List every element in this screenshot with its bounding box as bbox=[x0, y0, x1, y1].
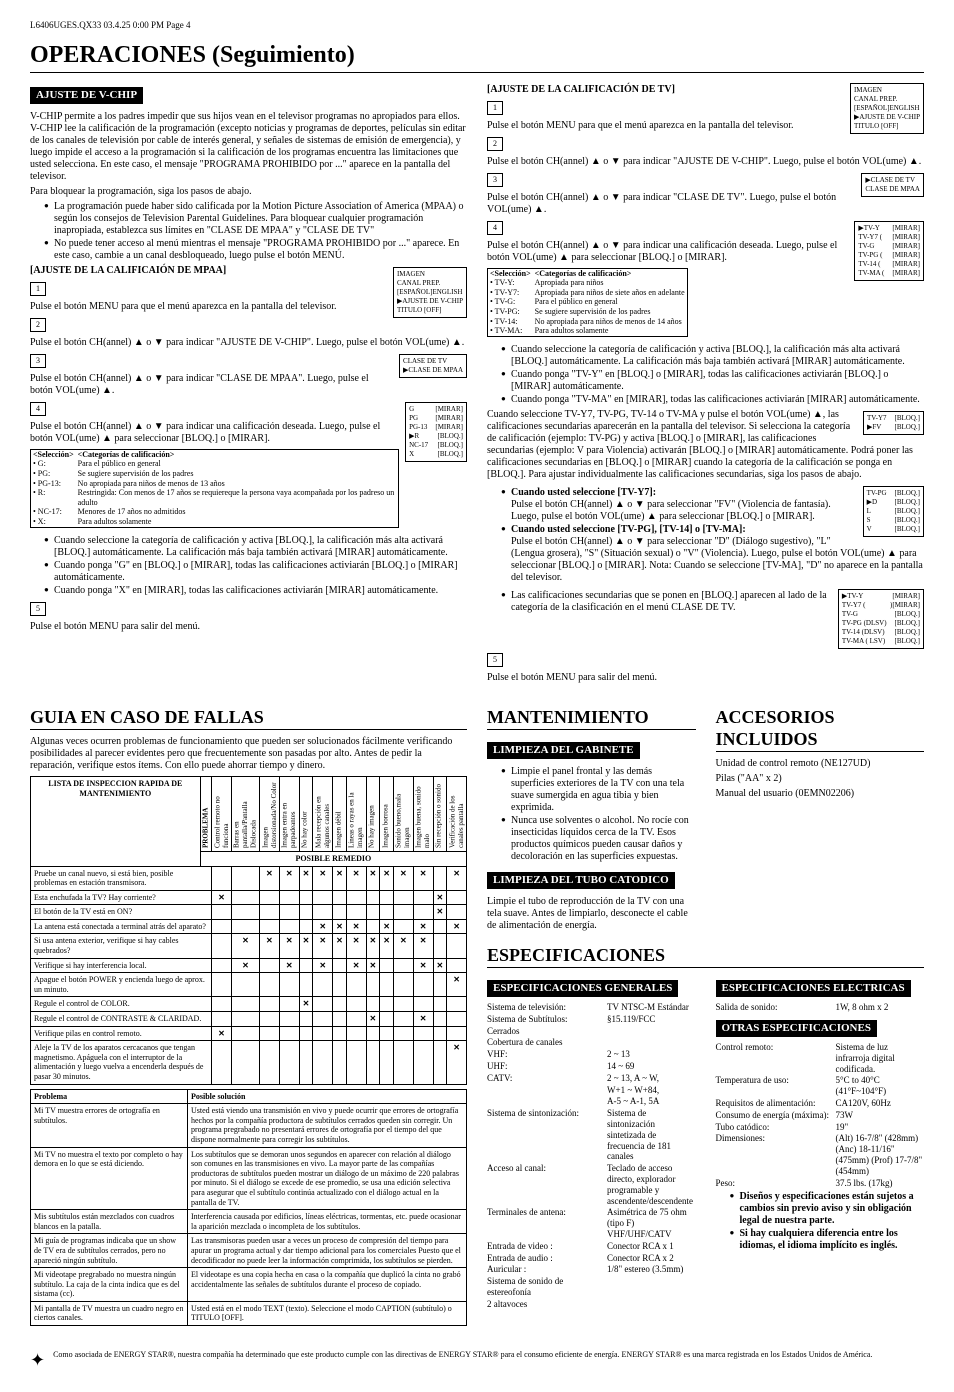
page-header: L6406UGES.QX33 03.4.25 0:00 PM Page 4 bbox=[30, 20, 924, 31]
tv-menu-box-3: ▶TV-Y[MIRAR]TV-Y7 ([MIRAR]TV-G[MIRAR]TV-… bbox=[854, 221, 924, 282]
tv-step-4: 4 bbox=[487, 221, 503, 235]
main-title: OPERACIONES (Seguimiento) bbox=[30, 41, 924, 73]
tv-step-5: 5 bbox=[487, 653, 503, 667]
tv-step3-text: Pulse el botón CH(annel) ▲ o ▼ para indi… bbox=[487, 192, 924, 216]
step-num-4: 4 bbox=[30, 402, 46, 416]
tv-step5-text: Pulse el botón MENU para salir del menú. bbox=[487, 672, 924, 684]
tv-heading: [AJUSTE DE LA CALIFICACIÓN DE TV] bbox=[487, 84, 675, 95]
spec-h2: ESPECIFICACIONES ELECTRICAS bbox=[716, 980, 911, 997]
acc-title: ACCESORIOS INCLUIDOS bbox=[716, 707, 925, 751]
step-num-5: 5 bbox=[30, 602, 46, 616]
guia-title: GUIA EN CASO DE FALLAS bbox=[30, 707, 467, 730]
energy-star-footer: ✦ Como asociada de ENERGY STAR®, nuestra… bbox=[30, 1350, 924, 1372]
tv-pg-item: Cuando usted seleccione [TV-PG], [TV-14]… bbox=[501, 524, 924, 584]
spec-h1: ESPECIFICACIONES GENERALES bbox=[487, 980, 678, 997]
step-num-3: 3 bbox=[30, 354, 46, 368]
vchip-intro: V-CHIP permite a los padres impedir que … bbox=[30, 111, 467, 183]
tv-step2-text: Pulse el botón CH(annel) ▲ o ▼ para indi… bbox=[487, 156, 924, 168]
tv-sel-hdr: <Selección> bbox=[490, 269, 531, 278]
tv-step-3: 3 bbox=[487, 173, 503, 187]
vchip-heading: AJUSTE DE V-CHIP bbox=[30, 87, 143, 104]
mpaa-heading: [AJUSTE DE LA CALIFICAIÓN DE MPAA] bbox=[30, 265, 226, 276]
step-num-1: 1 bbox=[30, 282, 46, 296]
tv-menu-box-4: TV-Y7[BLOQ.]▶FV[BLOQ.] bbox=[863, 411, 924, 435]
tv-final-note: Las calificaciones secundarias que se po… bbox=[501, 590, 924, 614]
diagnostic-table: LISTA DE INSPECCION RAPIDA DE MANTENIMIE… bbox=[30, 776, 467, 1085]
energy-star-icon: ✦ bbox=[30, 1350, 45, 1372]
vchip-block-intro: Para bloquear la programación, siga los … bbox=[30, 186, 467, 198]
mant-h2: LIMPIEZA DEL TUBO CATODICO bbox=[487, 872, 675, 889]
guia-intro: Algunas veces ocurren problemas de funci… bbox=[30, 736, 467, 772]
menu-box-3: G[MIRAR]PG[MIRAR]PG-13[MIRAR]▶R[BLOQ.]NC… bbox=[405, 402, 467, 463]
menu-box-2: CLASE DE TV▶CLASE DE MPAA bbox=[399, 354, 467, 378]
sel-hdr: <Selección> bbox=[33, 450, 74, 459]
mpaa-step4: Pulse el botón CH(annel) ▲ o ▼ para indi… bbox=[30, 421, 467, 445]
tv-step-2: 2 bbox=[487, 137, 503, 151]
tv-secondary-intro: Cuando seleccione TV-Y7, TV-PG, TV-14 o … bbox=[487, 409, 924, 481]
mpaa-step5: Pulse el botón MENU para salir del menú. bbox=[30, 621, 467, 633]
tv-menu-box-2: ▶CLASE DE TV CLASE DE MPAA bbox=[861, 173, 924, 197]
cat-hdr: <Categorías de calificación> bbox=[78, 450, 175, 459]
tv-step-1: 1 bbox=[487, 101, 503, 115]
problem-solution-table: ProblemaPosible solución Mi TV muestra e… bbox=[30, 1089, 467, 1326]
spec-h3: OTRAS ESPECIFICACIONES bbox=[716, 1020, 877, 1037]
mant-h1: LIMPIEZA DEL GABINETE bbox=[487, 742, 640, 759]
mant-p2: Limpie el tubo de reproducción de la TV … bbox=[487, 896, 696, 932]
menu-box-1: IMAGENCANAL PREP.[ESPAÑOL]ENGLISH▶AJUSTE… bbox=[393, 267, 467, 318]
tv-cat-hdr: <Categorías de calificación> bbox=[535, 269, 632, 278]
tv-menu-box-1: IMAGENCANAL PREP.[ESPAÑOL]ENGLISH▶AJUSTE… bbox=[850, 83, 924, 134]
mant-title: MANTENIMIENTO bbox=[487, 707, 696, 730]
mpaa-step2: Pulse el botón CH(annel) ▲ o ▼ para indi… bbox=[30, 337, 467, 349]
tv-y7-item: Cuando usted seleccione [TV-Y7]:Pulse el… bbox=[501, 487, 924, 523]
spec-title: ESPECIFICACIONES bbox=[487, 945, 924, 968]
step-num-2: 2 bbox=[30, 318, 46, 332]
